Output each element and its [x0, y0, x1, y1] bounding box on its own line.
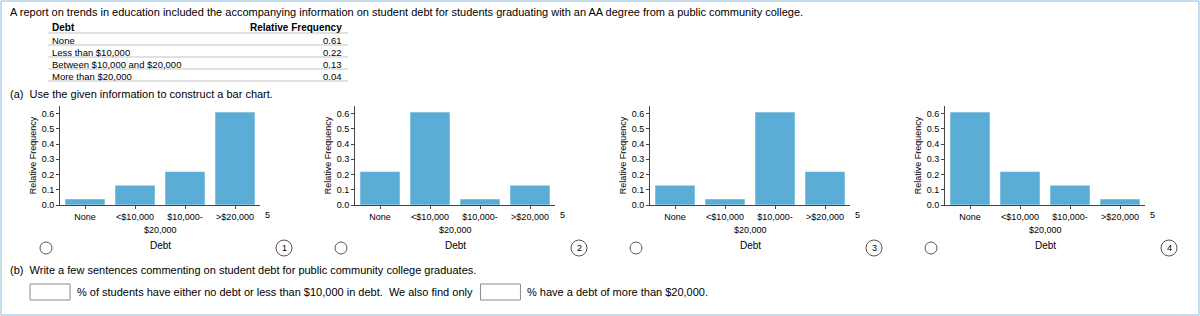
svg-text:Relative Frequency: Relative Frequency: [323, 116, 333, 194]
svg-text:None: None: [52, 35, 75, 46]
svg-text:Less than $10,000: Less than $10,000: [52, 47, 130, 58]
svg-text:0.4: 0.4: [927, 139, 940, 149]
svg-text:None: None: [664, 212, 686, 222]
svg-text:More than $20,000: More than $20,000: [52, 71, 132, 82]
svg-text:5: 5: [560, 210, 565, 220]
svg-text:>$20,000: >$20,000: [216, 212, 254, 222]
svg-text:Relative Frequency: Relative Frequency: [618, 116, 628, 194]
svg-text:$20,000: $20,000: [439, 225, 472, 235]
svg-text:$20,000: $20,000: [144, 225, 177, 235]
svg-text:$10,000-: $10,000-: [167, 212, 203, 222]
svg-text:0.4: 0.4: [337, 139, 350, 149]
svg-text:0.13: 0.13: [323, 59, 342, 70]
svg-text:0.0: 0.0: [927, 200, 940, 210]
svg-text:Debt: Debt: [740, 240, 761, 251]
svg-text:0.6: 0.6: [632, 109, 645, 119]
svg-text:0.3: 0.3: [42, 154, 55, 164]
svg-text:0.61: 0.61: [323, 35, 342, 46]
svg-text:0.6: 0.6: [42, 109, 55, 119]
svg-text:(a) Use the given information: (a) Use the given information to constru…: [10, 88, 273, 100]
svg-text:0.4: 0.4: [632, 139, 645, 149]
svg-text:<$10,000: <$10,000: [411, 212, 449, 222]
svg-text:3: 3: [872, 243, 877, 253]
svg-text:0.4: 0.4: [42, 139, 55, 149]
svg-text:0.3: 0.3: [632, 154, 645, 164]
svg-text:0.2: 0.2: [337, 170, 350, 180]
svg-text:>$20,000: >$20,000: [1101, 212, 1139, 222]
svg-text:0.1: 0.1: [337, 185, 350, 195]
svg-text:0.5: 0.5: [337, 124, 350, 134]
svg-text:% have a debt of more than $20: % have a debt of more than $20,000.: [527, 286, 708, 298]
svg-text:<$10,000: <$10,000: [116, 212, 154, 222]
svg-text:Debt: Debt: [1035, 240, 1056, 251]
svg-text:1: 1: [282, 243, 287, 253]
svg-text:2: 2: [577, 243, 582, 253]
svg-text:0.22: 0.22: [323, 47, 342, 58]
svg-text:0.0: 0.0: [632, 200, 645, 210]
svg-text:>$20,000: >$20,000: [806, 212, 844, 222]
svg-text:0.5: 0.5: [632, 124, 645, 134]
svg-text:>$20,000: >$20,000: [511, 212, 549, 222]
svg-text:0.3: 0.3: [927, 154, 940, 164]
svg-text:Debt: Debt: [52, 22, 75, 33]
svg-text:$20,000: $20,000: [1029, 225, 1062, 235]
svg-text:4: 4: [1167, 243, 1172, 253]
svg-text:<$10,000: <$10,000: [1001, 212, 1039, 222]
svg-text:0.2: 0.2: [927, 170, 940, 180]
svg-text:<$10,000: <$10,000: [706, 212, 744, 222]
svg-text:5: 5: [1150, 210, 1155, 220]
svg-text:Relative Frequency: Relative Frequency: [250, 22, 342, 33]
svg-text:Relative Frequency: Relative Frequency: [28, 116, 38, 194]
svg-text:(b) Write a few sentences com: (b) Write a few sentences commenting on …: [10, 264, 476, 276]
svg-text:None: None: [74, 212, 96, 222]
svg-text:0.2: 0.2: [632, 170, 645, 180]
svg-text:0.6: 0.6: [927, 109, 940, 119]
svg-text:5: 5: [855, 210, 860, 220]
svg-text:0.5: 0.5: [42, 124, 55, 134]
svg-text:0.1: 0.1: [42, 185, 55, 195]
svg-text:0.5: 0.5: [927, 124, 940, 134]
svg-text:Between $10,000 and $20,000: Between $10,000 and $20,000: [52, 59, 181, 70]
svg-text:0.6: 0.6: [337, 109, 350, 119]
svg-text:0.2: 0.2: [42, 170, 55, 180]
svg-text:$10,000-: $10,000-: [462, 212, 498, 222]
svg-text:None: None: [959, 212, 981, 222]
svg-text:% of students have either no d: % of students have either no debt or les…: [77, 286, 473, 298]
svg-text:Debt: Debt: [150, 240, 171, 251]
svg-text:0.0: 0.0: [42, 200, 55, 210]
svg-text:A report on trends in educatio: A report on trends in education included…: [10, 6, 803, 18]
svg-text:0.04: 0.04: [323, 71, 342, 82]
svg-text:0.1: 0.1: [927, 185, 940, 195]
svg-text:$10,000-: $10,000-: [1052, 212, 1088, 222]
svg-text:$10,000-: $10,000-: [757, 212, 793, 222]
svg-text:Debt: Debt: [445, 240, 466, 251]
svg-text:Relative Frequency: Relative Frequency: [913, 116, 923, 194]
svg-text:0.1: 0.1: [632, 185, 645, 195]
svg-text:0.0: 0.0: [337, 200, 350, 210]
svg-text:$20,000: $20,000: [734, 225, 767, 235]
svg-text:None: None: [369, 212, 391, 222]
svg-text:0.3: 0.3: [337, 154, 350, 164]
svg-text:5: 5: [265, 210, 270, 220]
